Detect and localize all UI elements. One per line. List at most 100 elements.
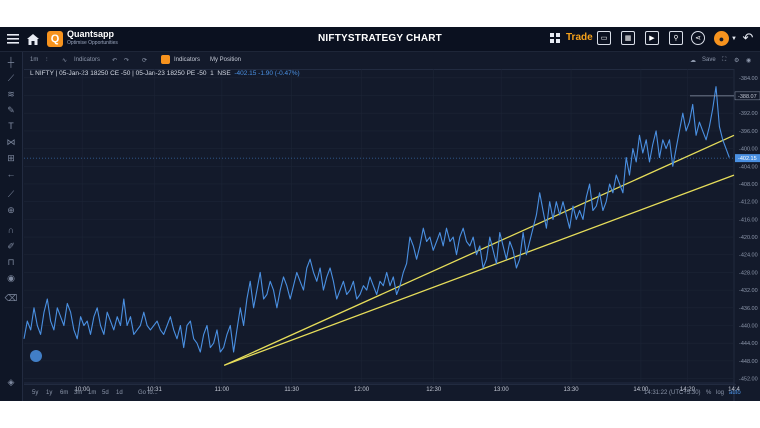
percent-toggle[interactable]: % <box>706 390 712 396</box>
undo-icon[interactable]: ↶ <box>112 58 118 64</box>
magnet-icon[interactable]: ∩ <box>7 225 15 235</box>
pattern-tool-icon[interactable]: ⋈ <box>6 136 16 147</box>
trendline <box>223 174 735 366</box>
video-icon[interactable]: ▶ <box>645 31 659 45</box>
user-avatar-icon[interactable]: ● <box>714 31 729 46</box>
y-tick-label: -444.00 <box>739 341 758 347</box>
range-button-5d[interactable]: 5d <box>102 390 109 396</box>
chart-app: Q Quantsapp Optimise Opportunities NIFTY… <box>0 27 760 401</box>
link-icon[interactable]: ⚲ <box>669 31 683 45</box>
last-price-box <box>735 154 760 163</box>
my-position-button[interactable]: My Position <box>210 57 242 63</box>
measure-tool-icon[interactable]: ⊞ <box>7 152 15 163</box>
y-tick-label: -400.00 <box>739 147 758 153</box>
log-toggle[interactable]: log <box>716 390 725 396</box>
hamburger-menu-icon[interactable] <box>6 32 20 46</box>
interval-selector[interactable]: 1m <box>30 57 39 63</box>
legend-exchange: NSE <box>217 70 231 77</box>
brand-tagline: Optimise Opportunities <box>67 40 118 46</box>
pencil-lock-icon[interactable]: ✐ <box>7 240 15 251</box>
y-tick-label: -420.00 <box>739 235 758 241</box>
x-tick-label: 10:00 <box>75 387 91 393</box>
indicators-badge-icon[interactable] <box>161 55 170 64</box>
text-tool-icon[interactable]: T <box>8 121 14 131</box>
legend-values: -402.15 -1.90 (-0.47%) <box>234 70 300 77</box>
range-button-5y[interactable]: 5y <box>32 390 39 396</box>
lock-icon[interactable]: ⊓ <box>7 256 15 267</box>
x-tick-label: 14:20 <box>680 387 696 393</box>
y-tick-label: -448.00 <box>739 359 758 365</box>
range-button-3m[interactable]: 3m <box>74 390 83 396</box>
y-tick-label: -432.00 <box>739 288 758 294</box>
trendline-tool-icon[interactable]: ⟋ <box>7 72 15 83</box>
grid-apps-icon[interactable] <box>549 32 561 44</box>
layers-icon[interactable]: ◈ <box>7 376 15 387</box>
layout-icon[interactable]: ▦ <box>621 31 635 45</box>
chart-toolbar: 1m ⫶ ∿ Indicators ↶ ↷ ⟳ Indicators My Po… <box>24 52 760 70</box>
range-button-1y[interactable]: 1y <box>46 390 53 396</box>
y-tick-label: -440.00 <box>739 324 758 330</box>
window-icon[interactable]: ▭ <box>597 31 611 45</box>
ruler-icon[interactable]: ⟋ <box>7 188 15 199</box>
cloud-icon[interactable]: ☁ <box>690 58 696 64</box>
price-series-line <box>23 86 730 353</box>
range-button-1m[interactable]: 1m <box>88 390 97 396</box>
goto-button[interactable]: Go to... <box>138 390 158 396</box>
y-tick-label: -424.00 <box>739 253 758 259</box>
back-arrow-tool-icon[interactable]: ← <box>6 169 16 179</box>
y-tick-label: -396.00 <box>739 129 758 135</box>
price-axis-panel <box>734 69 760 401</box>
symbol-legend: L NIFTY | 05-Jan-23 18250 CE -50 | 05-Ja… <box>30 70 300 77</box>
indicators-button[interactable]: Indicators <box>74 57 101 63</box>
x-tick-label: 13:00 <box>494 387 510 393</box>
legend-symbol: L NIFTY | 05-Jan-23 18250 CE -50 | 05-Ja… <box>30 70 207 77</box>
trendline <box>223 134 735 366</box>
back-arrow-icon[interactable]: ↶ <box>742 30 754 45</box>
y-tick-label: -404.00 <box>739 164 758 170</box>
candle-type-icon[interactable]: ⫶ <box>46 57 48 63</box>
brush-tool-icon[interactable]: ✎ <box>7 104 15 115</box>
x-tick-label: 12:30 <box>426 387 442 393</box>
high-value-box <box>734 91 760 101</box>
trash-icon[interactable]: ⌫ <box>4 292 18 303</box>
x-tick-label: 12:00 <box>354 387 370 393</box>
x-tick-label: 14:4 <box>728 387 740 393</box>
fib-tool-icon[interactable]: ≋ <box>7 88 15 99</box>
chevron-down-icon[interactable]: ▼ <box>731 36 737 42</box>
camera-icon[interactable]: ◉ <box>746 58 752 64</box>
y-tick-label: -408.00 <box>739 182 758 188</box>
trade-button[interactable]: Trade <box>566 32 593 43</box>
quantsapp-watermark-icon <box>30 350 42 362</box>
last-price-label: -402.15 <box>738 156 757 162</box>
x-tick-label: 11:30 <box>284 387 299 393</box>
settings-icon[interactable]: ⚙ <box>734 58 740 64</box>
y-tick-label: -416.00 <box>739 217 758 223</box>
y-tick-label: -412.00 <box>739 200 758 206</box>
eye-icon[interactable]: ◉ <box>7 272 15 283</box>
indicators-active-button[interactable]: Indicators <box>174 57 201 63</box>
fullscreen-icon[interactable]: ⛶ <box>722 57 727 63</box>
x-tick-label: 10:31 <box>147 387 163 393</box>
legend-interval: 1 <box>210 70 214 77</box>
redo-icon[interactable]: ↷ <box>124 58 130 64</box>
crosshair-icon[interactable]: ┼ <box>7 57 15 67</box>
y-tick-label: -436.00 <box>739 306 758 312</box>
share-icon[interactable]: ⋖ <box>691 31 705 45</box>
x-tick-label: 14:00 <box>633 387 649 393</box>
range-button-1d[interactable]: 1d <box>116 390 123 396</box>
price-chart[interactable]: -384.00-388.00-392.00-396.00-400.00-404.… <box>0 27 760 401</box>
timezone-label: 14:31:22 (UTC+5:30) <box>644 390 701 396</box>
zoom-icon[interactable]: ⊕ <box>7 204 15 215</box>
y-tick-label: -428.00 <box>739 270 758 276</box>
indicators-icon[interactable]: ∿ <box>62 58 68 64</box>
range-button-6m[interactable]: 6m <box>60 390 69 396</box>
x-tick-label: 13:30 <box>564 387 580 393</box>
auto-scale-toggle[interactable]: auto <box>729 390 741 396</box>
home-icon[interactable] <box>26 32 40 46</box>
x-tick-label: 11:00 <box>215 387 230 393</box>
quantsapp-logo-icon[interactable]: Q <box>47 31 63 47</box>
refresh-icon[interactable]: ⟳ <box>142 58 148 64</box>
y-tick-label: -384.00 <box>739 76 758 82</box>
save-button[interactable]: Save <box>702 57 716 63</box>
y-tick-label: -452.00 <box>739 377 758 383</box>
